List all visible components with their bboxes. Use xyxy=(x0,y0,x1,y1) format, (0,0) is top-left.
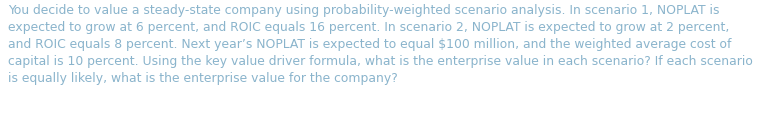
Text: You decide to value a steady-state company using probability-weighted scenario a: You decide to value a steady-state compa… xyxy=(8,4,753,85)
